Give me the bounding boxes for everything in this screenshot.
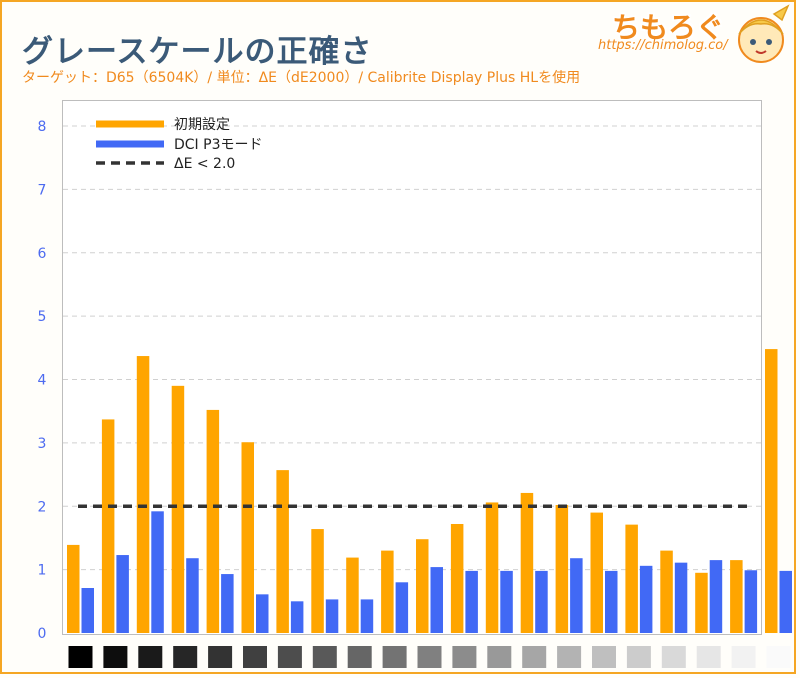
bar-default <box>241 442 254 633</box>
category-swatch <box>626 646 651 668</box>
bar-dcip3 <box>639 565 653 633</box>
category-swatch <box>661 646 686 668</box>
bar-default <box>346 557 359 633</box>
category-swatch <box>382 646 407 668</box>
page-subtitle: ターゲット：D65（6504K）/ 単位：ΔE（dE2000）/ Calibri… <box>22 70 581 86</box>
bar-dcip3 <box>186 558 199 633</box>
category-swatch <box>766 646 791 668</box>
bar-dcip3 <box>360 599 374 633</box>
legend-dcip3-label: DCI P3モード <box>174 137 262 153</box>
category-swatch <box>243 646 267 668</box>
bar-default <box>67 544 80 633</box>
bar-default <box>381 550 394 633</box>
bar-dcip3 <box>605 570 618 633</box>
bar-dcip3 <box>570 558 583 633</box>
bar-dcip3 <box>709 560 723 633</box>
category-swatch <box>592 646 616 668</box>
bar-dcip3 <box>674 562 688 633</box>
bar-dcip3 <box>290 601 304 633</box>
page-title: グレースケールの正確さ <box>22 34 373 70</box>
bar-dcip3 <box>535 570 548 633</box>
bar-default <box>590 512 603 633</box>
category-swatch <box>452 646 477 668</box>
y-tick-label: 4 <box>38 373 47 389</box>
category-swatch <box>417 646 442 668</box>
bar-default <box>555 504 569 633</box>
bar-dcip3 <box>779 570 792 633</box>
bar-dcip3 <box>744 570 758 633</box>
bar-dcip3 <box>151 511 164 633</box>
category-swatch <box>173 646 198 668</box>
bar-default <box>485 502 499 633</box>
category-swatch <box>103 646 128 668</box>
y-tick-label: 1 <box>38 563 47 579</box>
y-tick-label: 6 <box>38 246 47 262</box>
y-tick-label: 5 <box>38 309 47 325</box>
legend-default-label: 初期設定 <box>174 116 230 133</box>
category-swatch <box>312 646 337 668</box>
bar-dcip3 <box>465 570 478 633</box>
category-swatch <box>138 646 163 668</box>
bar-dcip3 <box>116 555 129 633</box>
bar-default <box>136 356 150 633</box>
bar-default <box>171 385 185 633</box>
bar-default <box>765 349 778 633</box>
bar-dcip3 <box>430 567 443 633</box>
bar-dcip3 <box>256 594 269 633</box>
category-swatch <box>696 646 721 668</box>
y-tick-label: 0 <box>38 626 47 642</box>
bar-default <box>730 560 743 633</box>
y-tick-label: 7 <box>38 182 47 198</box>
bar-default <box>276 470 289 633</box>
bar-default <box>695 572 708 633</box>
bar-dcip3 <box>325 599 339 633</box>
category-swatch <box>522 646 547 668</box>
brand-url: https://chimolog.co/ <box>598 38 728 53</box>
y-tick-label: 2 <box>38 499 47 515</box>
category-swatch <box>347 646 372 668</box>
category-swatch <box>208 646 233 668</box>
bar-default <box>520 492 534 633</box>
category-swatch <box>557 646 582 668</box>
brand-logo-text: ちもろぐ <box>612 11 725 44</box>
bar-default <box>625 524 638 633</box>
bar-dcip3 <box>500 570 513 633</box>
bar-default <box>206 409 220 633</box>
bar-dcip3 <box>81 588 94 633</box>
bar-dcip3 <box>221 574 234 633</box>
category-swatch <box>731 646 756 668</box>
category-swatch <box>277 646 302 668</box>
bar-dcip3 <box>395 582 409 633</box>
bar-default <box>660 550 673 633</box>
bar-default <box>450 523 464 633</box>
bar-default <box>311 529 324 633</box>
bar-default <box>101 419 115 633</box>
category-swatch <box>487 646 512 668</box>
y-tick-label: 8 <box>38 119 47 135</box>
legend-threshold-label: ΔE < 2.0 <box>174 156 235 172</box>
category-swatch <box>68 646 93 668</box>
y-tick-label: 3 <box>38 436 47 452</box>
mascot-icon <box>738 4 790 63</box>
bar-default <box>416 539 429 633</box>
